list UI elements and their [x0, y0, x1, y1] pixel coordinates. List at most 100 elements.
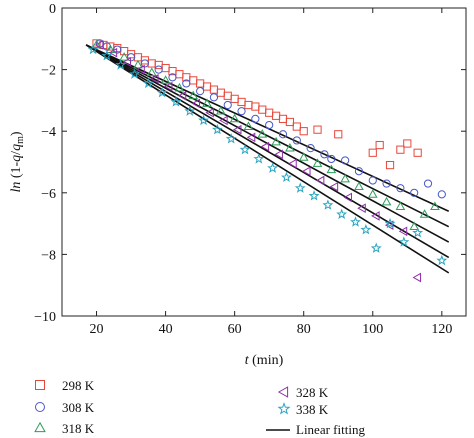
- data-point-338k: [294, 182, 306, 193]
- data-point-298k: [189, 76, 198, 85]
- data-point-298k: [223, 91, 232, 100]
- data-point-318k: [326, 164, 337, 174]
- data-point-338k: [280, 171, 292, 183]
- data-point-338k: [336, 208, 348, 220]
- data-point-318k: [174, 82, 185, 92]
- data-point-328k: [343, 192, 352, 203]
- data-point-308k: [368, 176, 377, 185]
- data-point-328k: [136, 64, 145, 75]
- data-point-328k: [412, 272, 422, 283]
- data-point-308k: [223, 100, 232, 110]
- data-point-298k: [237, 97, 246, 107]
- data-point-338k: [308, 190, 320, 201]
- data-point-318k: [354, 181, 364, 191]
- data-point-298k: [385, 160, 395, 170]
- data-point-328k: [150, 74, 159, 84]
- data-point-338k: [156, 86, 168, 98]
- legend-marker-318k: [34, 421, 46, 433]
- data-point-298k: [161, 63, 170, 73]
- data-point-318k: [395, 201, 406, 211]
- data-point-298k: [271, 111, 281, 120]
- y-tick-label: −2: [41, 64, 56, 79]
- data-point-308k: [265, 120, 274, 130]
- y-tick-label: 0: [49, 2, 56, 17]
- data-point-308k: [437, 190, 446, 199]
- data-point-308k: [278, 130, 288, 139]
- y-tick-label: −4: [41, 125, 56, 140]
- data-point-318k: [160, 75, 171, 84]
- data-point-328k: [122, 57, 131, 67]
- y-tick-label: −6: [41, 187, 56, 202]
- data-point-338k: [211, 123, 223, 135]
- legend-marker-338k: [277, 402, 291, 415]
- x-tick-label: 60: [228, 322, 242, 337]
- data-point-298k: [251, 102, 260, 111]
- data-point-308k: [196, 87, 205, 96]
- x-tick-label: 120: [431, 322, 452, 337]
- data-point-318k: [202, 98, 212, 107]
- data-point-338k: [370, 242, 382, 253]
- fit-line-328k: [85, 44, 450, 259]
- data-point-298k: [334, 130, 343, 139]
- data-point-338k: [322, 199, 334, 210]
- data-point-328k: [288, 158, 297, 169]
- data-point-318k: [119, 52, 129, 61]
- legend-marker-328k: [277, 386, 289, 398]
- data-point-318k: [229, 113, 240, 123]
- data-point-298k: [209, 85, 219, 94]
- data-point-338k: [225, 133, 237, 144]
- data-point-308k: [382, 179, 391, 188]
- legend: 298 K 308 K 318 K 328 K 338 K Linear fit…: [34, 378, 365, 437]
- data-point-328k: [246, 132, 256, 143]
- data-point-318k: [409, 221, 420, 231]
- data-point-308k: [168, 73, 177, 82]
- y-tick-label: −8: [41, 248, 56, 263]
- data-point-308k: [354, 167, 364, 176]
- data-point-308k: [113, 45, 122, 54]
- data-point-338k: [267, 162, 279, 173]
- x-axis-title: t (min): [245, 353, 284, 368]
- data-point-328k: [302, 166, 311, 177]
- legend-label-318k: 318 K: [62, 421, 95, 436]
- data-point-338k: [129, 68, 140, 79]
- legend-label-328k: 328 K: [296, 385, 329, 400]
- data-point-318k: [419, 209, 430, 218]
- data-point-338k: [184, 105, 196, 116]
- data-point-318k: [146, 67, 157, 77]
- x-tick-label: 100: [362, 322, 383, 337]
- fit-line-308k: [85, 44, 450, 228]
- data-point-318k: [430, 201, 440, 211]
- legend-label-308k: 308 K: [62, 400, 95, 415]
- legend-label-linear-fitting: Linear fitting: [296, 422, 365, 437]
- data-point-298k: [375, 140, 384, 150]
- data-point-318k: [340, 173, 350, 183]
- data-point-328k: [191, 98, 201, 109]
- data-point-328k: [108, 47, 118, 58]
- data-point-298k: [216, 88, 225, 97]
- data-point-298k: [244, 100, 253, 110]
- data-point-318k: [381, 196, 392, 206]
- data-point-318k: [188, 90, 199, 100]
- plot-frame: [61, 7, 467, 317]
- data-point-308k: [140, 59, 149, 68]
- data-point-338k: [170, 96, 182, 107]
- data-point-338k: [253, 153, 265, 164]
- legend-marker-308k: [35, 402, 45, 412]
- y-tick-label: −10: [34, 310, 56, 325]
- data-point-338k: [398, 236, 410, 247]
- legend-marker-298k: [35, 380, 45, 390]
- data-point-308k: [182, 79, 191, 88]
- data-point-328k: [315, 175, 325, 186]
- x-tick-label: 20: [90, 322, 104, 337]
- data-point-308k: [320, 150, 329, 159]
- data-point-328k: [219, 115, 228, 126]
- data-point-338k: [101, 49, 113, 61]
- data-point-298k: [403, 139, 412, 148]
- data-point-318k: [285, 142, 295, 152]
- data-point-318k: [257, 129, 268, 138]
- data-point-328k: [329, 181, 339, 192]
- data-point-308k: [209, 93, 219, 102]
- data-point-298k: [175, 70, 184, 79]
- data-point-308k: [327, 154, 336, 164]
- y-axis-title: ln (1-q/qm): [9, 131, 26, 192]
